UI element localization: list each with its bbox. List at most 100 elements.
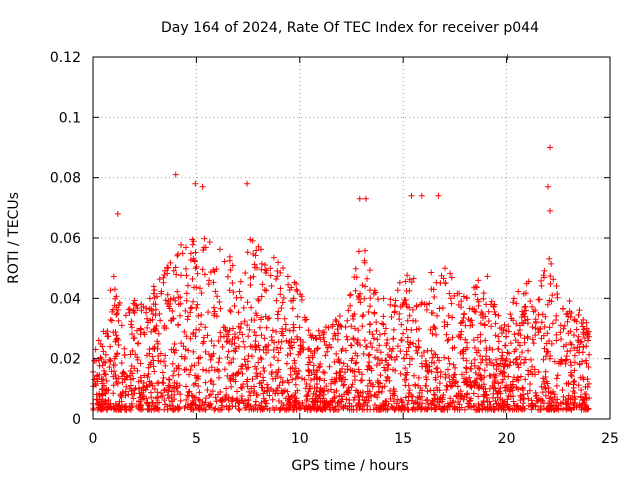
- data-point: [110, 306, 117, 313]
- data-point: [289, 305, 296, 312]
- data-point: [236, 343, 243, 350]
- data-point: [100, 348, 107, 355]
- data-point: [477, 320, 484, 327]
- data-point: [185, 389, 192, 396]
- data-point: [274, 273, 281, 280]
- data-point: [96, 371, 103, 378]
- data-point: [419, 363, 426, 370]
- data-point: [388, 354, 395, 361]
- data-point: [247, 403, 254, 410]
- data-point: [192, 249, 199, 256]
- data-point: [347, 342, 354, 349]
- data-point: [264, 381, 271, 388]
- data-point: [517, 373, 524, 380]
- data-point: [584, 331, 591, 338]
- data-point: [192, 265, 199, 272]
- data-point: [165, 395, 172, 402]
- data-point: [110, 390, 117, 397]
- data-point: [314, 367, 321, 374]
- data-point: [301, 376, 308, 383]
- data-point: [166, 382, 173, 389]
- data-point: [317, 363, 324, 370]
- data-point: [332, 378, 339, 385]
- data-point: [127, 351, 134, 358]
- data-point: [312, 395, 319, 402]
- data-point: [565, 313, 572, 320]
- data-point: [367, 295, 374, 302]
- data-point: [170, 267, 177, 274]
- data-point: [326, 341, 333, 348]
- data-point: [338, 378, 345, 385]
- data-point: [475, 393, 482, 400]
- data-point: [527, 298, 534, 305]
- data-point: [529, 363, 536, 370]
- data-point: [375, 355, 382, 362]
- data-point: [340, 360, 347, 367]
- data-point: [506, 406, 513, 413]
- data-point: [183, 272, 190, 279]
- data-point: [225, 394, 232, 401]
- data-point: [363, 394, 370, 401]
- data-point: [454, 290, 461, 297]
- data-point: [578, 320, 585, 327]
- data-point: [130, 335, 137, 342]
- data-point: [240, 381, 247, 388]
- data-point: [431, 406, 438, 413]
- data-point: [520, 400, 527, 407]
- data-point: [294, 313, 301, 320]
- data-point: [281, 315, 288, 322]
- data-point: [434, 312, 441, 319]
- data-point: [415, 337, 422, 344]
- data-point: [413, 326, 420, 333]
- data-point: [342, 347, 349, 354]
- data-point: [263, 324, 270, 331]
- data-point: [201, 271, 208, 278]
- data-point: [258, 316, 265, 323]
- data-point: [154, 389, 161, 396]
- data-point: [534, 326, 541, 333]
- data-point: [205, 402, 212, 409]
- data-point: [286, 327, 293, 334]
- data-point: [502, 342, 509, 349]
- data-point: [397, 348, 404, 355]
- data-point: [199, 266, 206, 273]
- data-point: [463, 357, 470, 364]
- data-point: [334, 399, 341, 406]
- data-point: [97, 340, 104, 347]
- data-point: [311, 350, 318, 357]
- data-point: [384, 361, 391, 368]
- data-point: [243, 378, 250, 385]
- data-point: [226, 287, 233, 294]
- data-point: [254, 392, 261, 399]
- data-point: [138, 301, 145, 308]
- data-point: [217, 388, 224, 395]
- data-point: [261, 367, 268, 374]
- data-point: [506, 350, 513, 357]
- data-point: [155, 357, 162, 364]
- data-point: [445, 312, 452, 319]
- data-point: [106, 364, 113, 371]
- data-point: [291, 401, 298, 408]
- data-point: [441, 403, 448, 410]
- data-point: [248, 406, 255, 413]
- data-point: [313, 374, 320, 381]
- data-point: [247, 343, 254, 350]
- data-point: [316, 332, 323, 339]
- data-point: [144, 315, 151, 322]
- data-point: [571, 367, 578, 374]
- data-point: [510, 398, 517, 405]
- data-point: [544, 406, 551, 413]
- data-point: [364, 275, 371, 282]
- data-point: [194, 270, 201, 277]
- data-point: [357, 299, 364, 306]
- data-point: [321, 377, 328, 384]
- data-point: [226, 359, 233, 366]
- data-point: [364, 382, 371, 389]
- data-point: [551, 393, 558, 400]
- data-point: [284, 388, 291, 395]
- data-point: [195, 405, 202, 412]
- data-point: [134, 327, 141, 334]
- data-point: [207, 356, 214, 363]
- x-tick-label: 15: [394, 431, 412, 447]
- data-point: [107, 343, 114, 350]
